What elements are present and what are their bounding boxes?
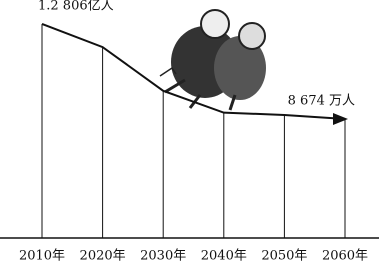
arrow-head bbox=[333, 113, 348, 125]
x-tick-label: 2050年 bbox=[261, 249, 307, 264]
value-label: 1.2 806亿人 bbox=[38, 0, 114, 13]
x-tick-label: 2030年 bbox=[140, 249, 186, 264]
x-tick-label: 2060年 bbox=[322, 249, 368, 264]
x-tick-label: 2020年 bbox=[80, 249, 126, 264]
x-tick-label: 2010年 bbox=[19, 249, 65, 264]
chart: 2010年 2020年 2030年 2040年 2050年 2060年 1.2 806亿人 8… bbox=[0, 0, 379, 268]
x-tick-label: 2040年 bbox=[201, 249, 247, 264]
value-label: 8 674 万人 bbox=[288, 93, 355, 108]
